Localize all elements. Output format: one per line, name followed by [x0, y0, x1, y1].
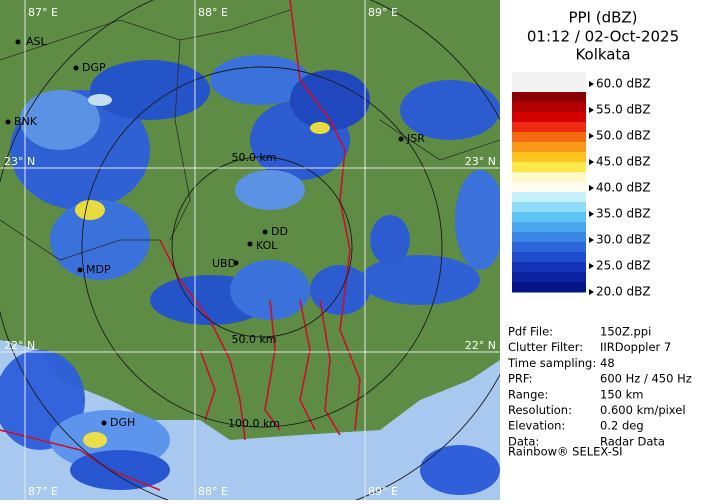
legend-label: 30.0 dBZ	[596, 233, 651, 247]
info-label: Clutter Filter:	[508, 340, 583, 354]
station-label: UBD	[212, 257, 236, 270]
boundaries	[0, 9, 500, 261]
legend-swatch	[512, 272, 586, 283]
legend-tick	[589, 211, 594, 217]
info-label: Range:	[508, 387, 548, 401]
info-label: Data:	[508, 434, 539, 448]
legend-label: 20.0 dBZ	[596, 285, 651, 299]
grid-label: 22° N	[465, 339, 496, 352]
legend-swatch	[512, 232, 586, 243]
legend-tick	[589, 133, 594, 139]
legend-swatch	[512, 152, 586, 163]
station-label: DD	[271, 225, 288, 238]
info-label: PRF:	[508, 372, 533, 386]
grid-label: 87° E	[28, 6, 58, 19]
station-label: JSR	[406, 132, 425, 145]
grid-label: 23° N	[465, 155, 496, 168]
legend-tick	[589, 289, 594, 295]
info-value: 600 Hz / 450 Hz	[600, 372, 692, 386]
info-value: 48	[600, 356, 615, 370]
legend-swatch	[512, 82, 586, 93]
legend-tick	[589, 237, 594, 243]
legend-swatch	[512, 222, 586, 233]
ring-label: 50.0 km	[231, 151, 276, 164]
legend-label: 55.0 dBZ	[596, 103, 651, 117]
station-label: KOL	[256, 239, 278, 252]
legend-swatch	[512, 192, 586, 203]
grid-label: 88° E	[198, 485, 228, 498]
legend-tick	[589, 159, 594, 165]
legend-label: 45.0 dBZ	[596, 155, 651, 169]
grid-label: 23° N	[4, 155, 35, 168]
info-value: 0.2 deg	[600, 419, 644, 433]
legend-swatch	[512, 72, 586, 83]
info-label: Time sampling:	[507, 356, 596, 370]
legend-tick	[589, 81, 594, 87]
legend-label: 40.0 dBZ	[596, 181, 651, 195]
site-name: Kolkata	[575, 46, 630, 64]
ring-label: 100.0 km	[228, 417, 280, 430]
scan-time: 01:12 / 02-Oct-2025	[527, 28, 679, 46]
rain-echoes	[0, 55, 500, 495]
legend-label: 35.0 dBZ	[596, 207, 651, 221]
rivers	[0, 0, 361, 491]
legend-tick	[589, 107, 594, 113]
info-label: Pdf File:	[508, 325, 553, 339]
legend-swatch	[512, 212, 586, 223]
info-value: 150 km	[600, 387, 643, 401]
info-value: 150Z.ppi	[600, 325, 651, 339]
grid-label: 89° E	[368, 485, 398, 498]
legend-swatch	[512, 242, 586, 253]
legend-labels: 60.0 dBZ 55.0 dBZ 50.0 dBZ 45.0 dBZ 40.0 dBZ…	[589, 77, 651, 299]
legend-scale	[512, 72, 586, 293]
station-label: MDP	[86, 263, 111, 276]
info-panel: PPI (dBZ) 01:12 / 02-Oct-2025 Kolkata 60…	[507, 9, 692, 459]
info-label: Resolution:	[508, 403, 572, 417]
info-value: Radar Data	[600, 434, 665, 448]
range-rings	[0, 0, 500, 500]
legend-label: 25.0 dBZ	[596, 259, 651, 273]
legend-swatch	[512, 182, 586, 193]
info-label: Elevation:	[508, 419, 565, 433]
station-label: ASL	[26, 35, 48, 48]
station-label: DGP	[82, 61, 106, 74]
station-dots	[5, 39, 404, 426]
ring-label: 50.0 km	[231, 333, 276, 346]
legend-tick	[589, 263, 594, 269]
grid-label: 88° E	[198, 6, 228, 19]
legend-swatch	[512, 112, 586, 123]
station-label: BNK	[14, 115, 38, 128]
info-value: 0.600 km/pixel	[600, 403, 686, 417]
legend-swatch	[512, 122, 586, 133]
radar-map: 88° E 89° E 87° E 88° E 89° E 87° E 23° …	[0, 0, 500, 500]
legend-swatch	[512, 202, 586, 213]
grid-label: 87° E	[28, 485, 58, 498]
product-title: PPI (dBZ)	[568, 9, 637, 27]
footer: Rainbow® SELEX-SI	[508, 445, 623, 459]
legend-swatch	[512, 102, 586, 113]
grid-label: 22° N	[4, 339, 35, 352]
legend-label: 50.0 dBZ	[596, 129, 651, 143]
legend-swatch	[512, 162, 586, 173]
legend-swatch	[512, 252, 586, 263]
legend-swatch	[512, 172, 586, 183]
legend-tick	[589, 185, 594, 191]
station-label: DGH	[110, 416, 135, 429]
legend-label: 60.0 dBZ	[596, 77, 651, 91]
legend-swatch	[512, 142, 586, 153]
legend-swatch	[512, 262, 586, 273]
legend-swatch	[512, 92, 586, 103]
grid-label: 89° E	[368, 6, 398, 19]
legend-swatch	[512, 282, 586, 293]
legend-swatch	[512, 132, 586, 143]
graticule	[0, 0, 500, 500]
info-rows: Pdf File: 150Z.ppi Clutter Filter: IIRDoppl…	[507, 325, 692, 449]
info-value: IIRDoppler 7	[600, 340, 671, 354]
